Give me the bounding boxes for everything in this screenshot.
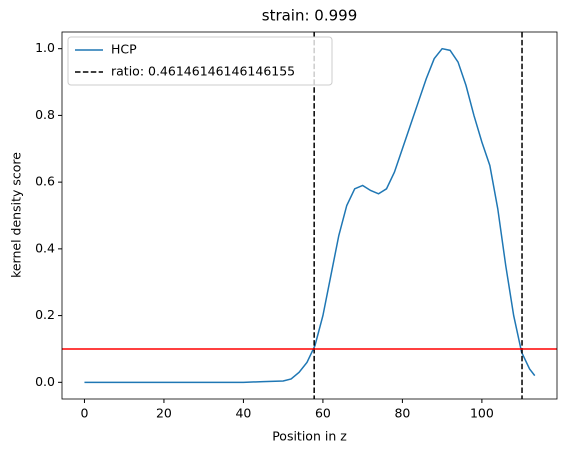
legend-label: ratio: 0.46146146146146155: [111, 64, 295, 79]
line-series: [84, 47, 536, 384]
legend-box: [67, 36, 333, 86]
x-tick-label: 40: [235, 406, 251, 421]
y-tick-label: 0.6: [35, 174, 55, 189]
y-tick-label: 0.4: [35, 240, 55, 255]
chart-title: strain: 0.999: [262, 7, 358, 25]
x-tick-label: 20: [156, 406, 172, 421]
y-tick-label: 0.0: [35, 374, 55, 389]
y-axis-label: kernel density score: [9, 152, 24, 278]
x-axis-label: Position in z: [272, 429, 347, 444]
y-tick-label: 0.2: [35, 307, 55, 322]
y-tick-label: 0.8: [35, 107, 55, 122]
x-tick-label: 60: [315, 406, 331, 421]
y-tick-label: 1.0: [35, 40, 55, 55]
legend-label: HCP: [111, 42, 137, 57]
plot-frame: [61, 31, 558, 400]
x-tick-label: 100: [470, 406, 494, 421]
x-tick-label: 80: [394, 406, 410, 421]
x-tick-label: 0: [80, 406, 88, 421]
